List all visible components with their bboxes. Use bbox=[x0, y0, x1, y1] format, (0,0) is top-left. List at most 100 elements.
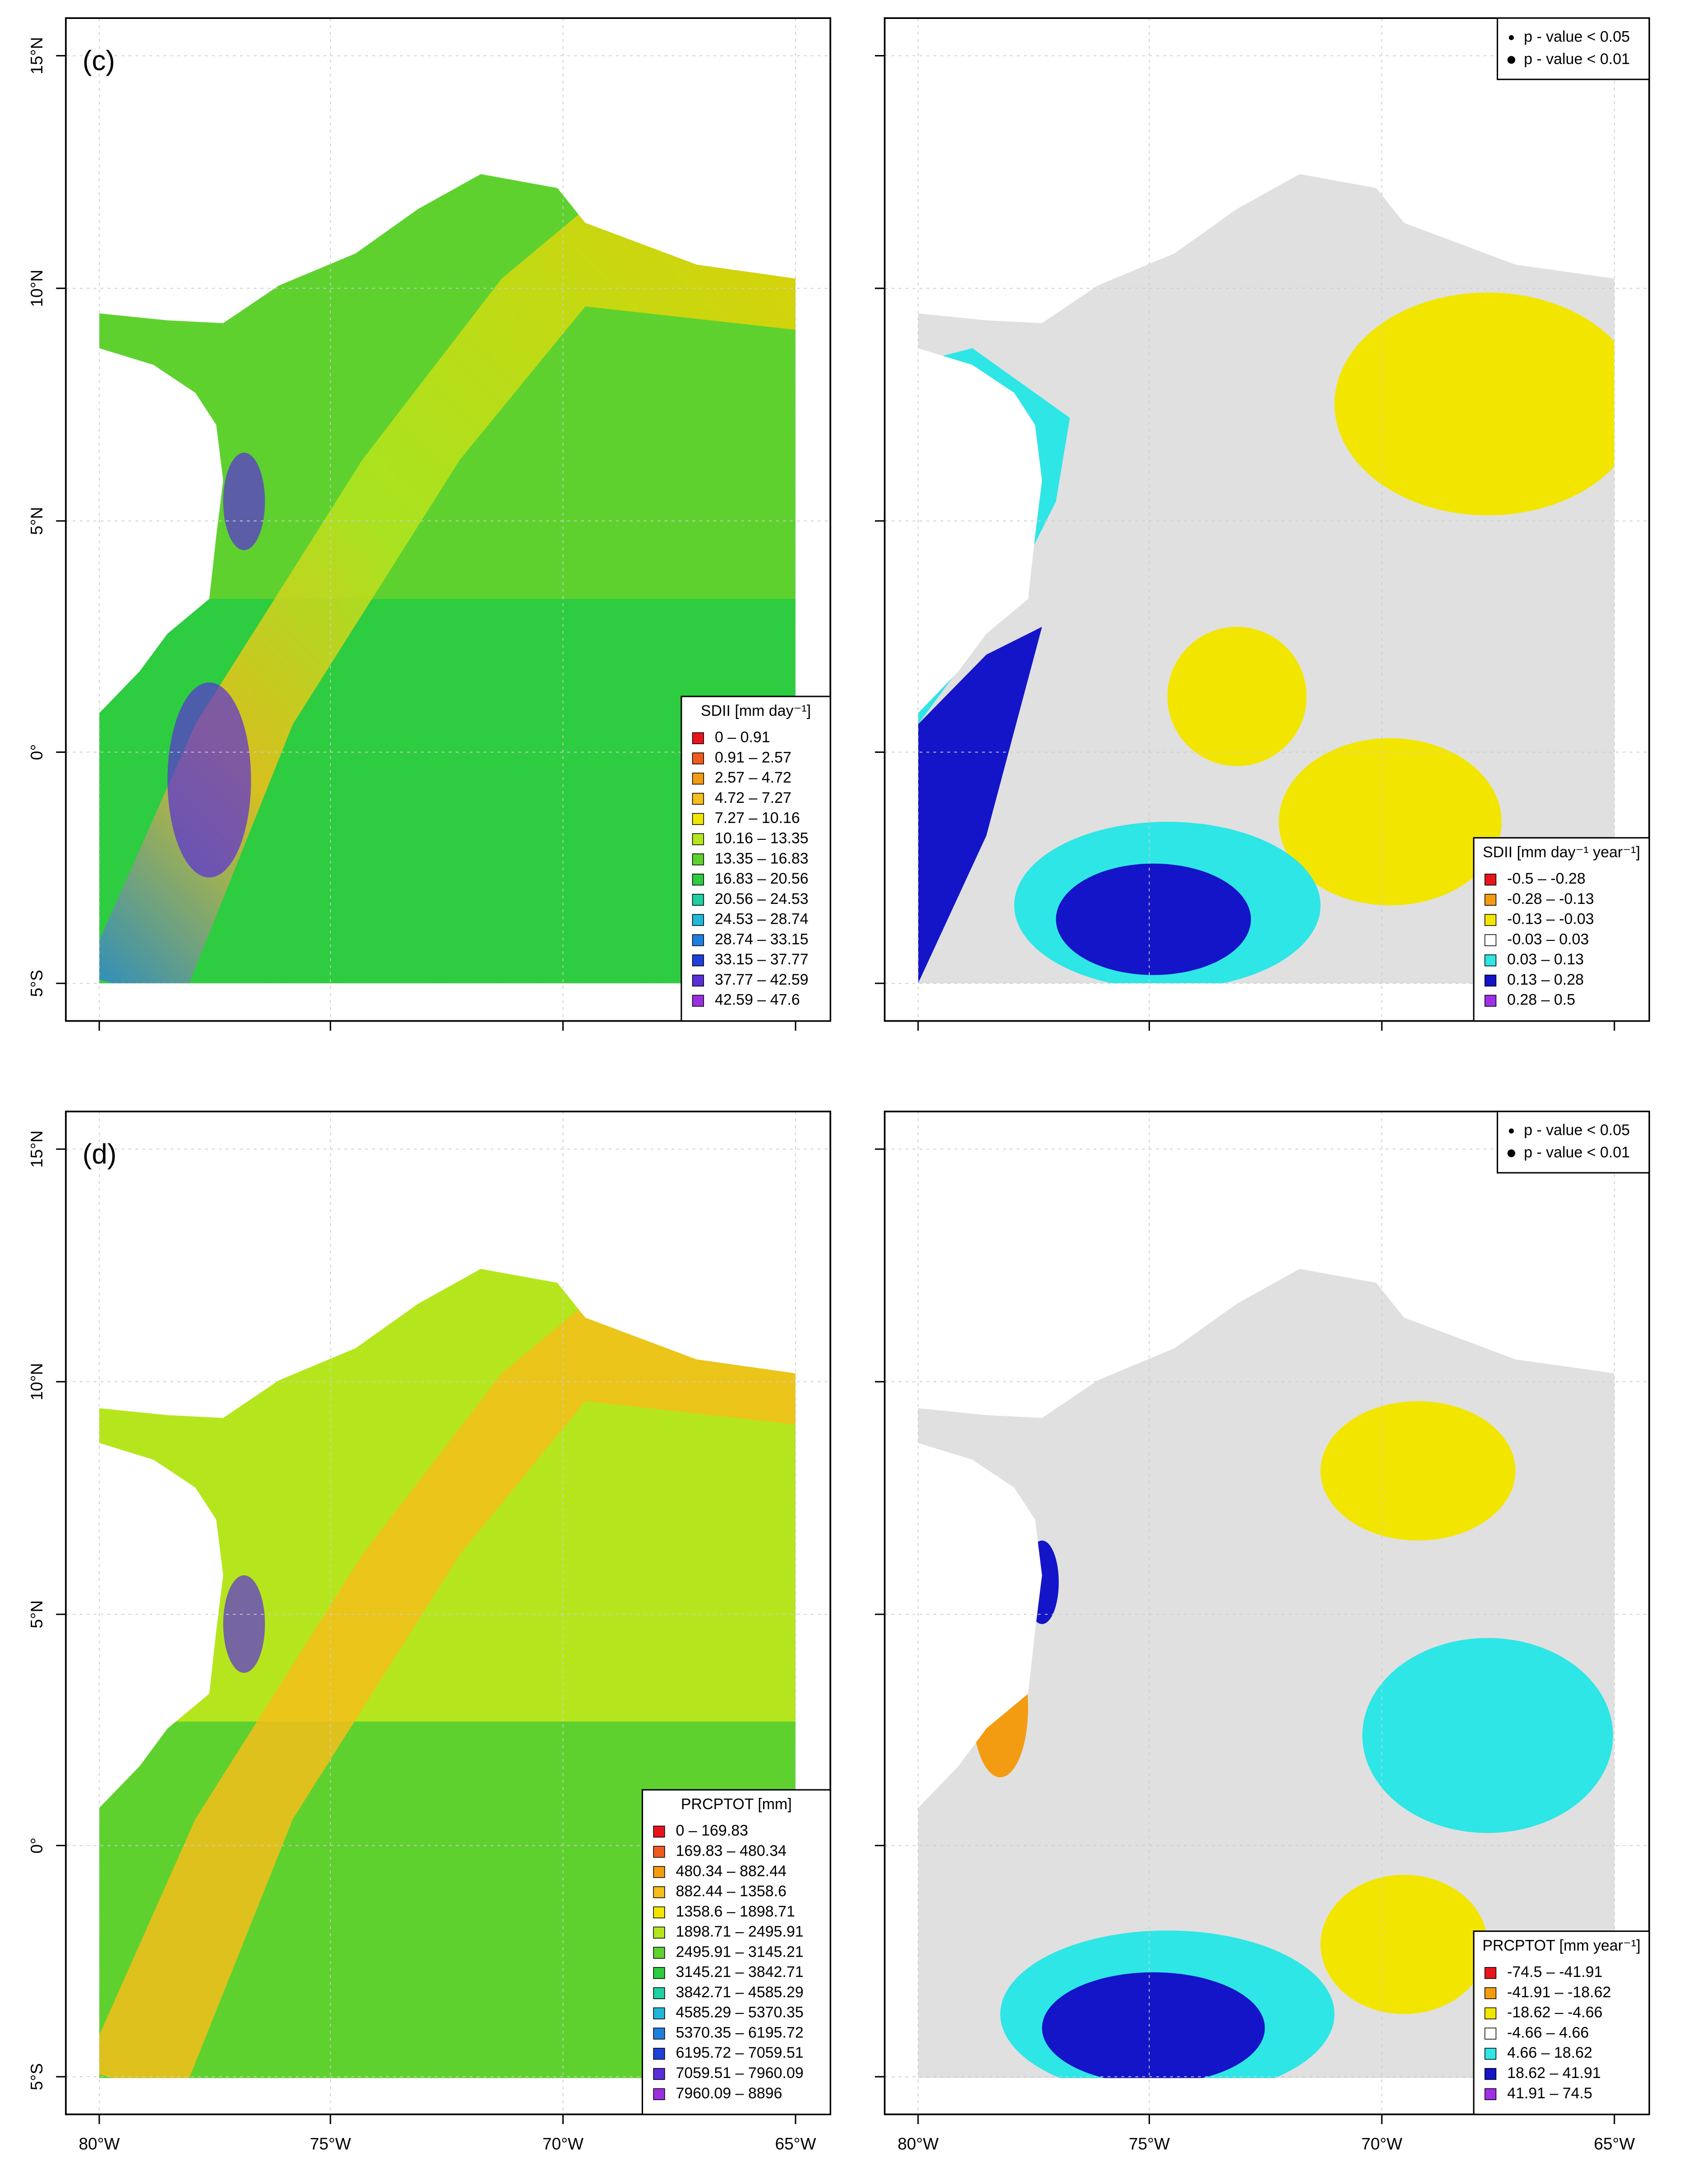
legend-swatch bbox=[1484, 2088, 1497, 2100]
x-tick-label: 70°W bbox=[1361, 2134, 1402, 2153]
x-tick-label: 80°W bbox=[79, 2134, 120, 2153]
legend-swatch bbox=[1484, 873, 1497, 886]
legend-swatch bbox=[1484, 995, 1497, 1007]
legend-label: 33.15 – 37.77 bbox=[715, 951, 809, 968]
legend-label: -18.62 – -4.66 bbox=[1507, 2004, 1602, 2021]
legend-swatch bbox=[692, 793, 704, 805]
legend-label: 20.56 – 24.53 bbox=[715, 890, 809, 908]
panel-frame bbox=[883, 17, 1650, 1022]
legend-title: PRCPTOT [mm year⁻¹] bbox=[1482, 1937, 1641, 1954]
legend-swatch bbox=[692, 894, 704, 906]
panel-frame bbox=[65, 1110, 832, 2115]
legend-swatch bbox=[692, 853, 704, 866]
legend-label: 3145.21 – 3842.71 bbox=[676, 1963, 804, 1981]
x-tick-label: 65°W bbox=[1594, 2134, 1635, 2153]
legend-label: 169.83 – 480.34 bbox=[676, 1842, 786, 1859]
legend-label: -0.03 – 0.03 bbox=[1507, 931, 1589, 948]
legend-label: 480.34 – 882.44 bbox=[676, 1862, 786, 1880]
legend-swatch bbox=[653, 1846, 665, 1858]
legend-label: -4.66 – 4.66 bbox=[1507, 2024, 1589, 2041]
legend-swatch bbox=[692, 873, 704, 886]
y-tick-label: 5°S bbox=[27, 2063, 46, 2090]
p-value-legend-box bbox=[1496, 1110, 1650, 1174]
legend-swatch bbox=[653, 2088, 665, 2100]
legend-label: -0.28 – -0.13 bbox=[1507, 890, 1594, 908]
legend-label: 13.35 – 16.83 bbox=[715, 850, 809, 867]
legend-swatch bbox=[692, 974, 704, 987]
y-tick-label: 10°N bbox=[27, 270, 46, 307]
legend-label: 0.91 – 2.57 bbox=[715, 749, 791, 766]
legend-swatch bbox=[1484, 934, 1497, 946]
legend-label: -0.13 – -0.03 bbox=[1507, 911, 1594, 928]
legend-swatch bbox=[653, 1967, 665, 1979]
legend-swatch bbox=[1484, 894, 1497, 906]
p-value-label: p - value < 0.05 bbox=[1524, 1121, 1630, 1138]
legend-label: -41.91 – -18.62 bbox=[1507, 1984, 1611, 2001]
legend-label: 7.27 – 10.16 bbox=[715, 810, 800, 827]
legend-label: 0 – 0.91 bbox=[715, 729, 770, 746]
legend-title: SDII [mm day⁻¹] bbox=[701, 702, 811, 719]
legend-swatch bbox=[1484, 2068, 1497, 2080]
legend-label: 1898.71 – 2495.91 bbox=[676, 1923, 804, 1940]
y-tick-label: 0° bbox=[27, 1838, 46, 1853]
p-value-dot bbox=[1507, 56, 1515, 64]
legend-swatch bbox=[653, 1825, 665, 1838]
panel-frame bbox=[883, 1110, 1650, 2115]
panel-frame bbox=[65, 17, 832, 1022]
x-tick-label: 80°W bbox=[897, 2134, 938, 2153]
legend-swatch bbox=[653, 1906, 665, 1918]
legend-swatch bbox=[653, 2068, 665, 2080]
legend-label: 0.13 – 0.28 bbox=[1507, 971, 1584, 988]
legend-label: 7059.51 – 7960.09 bbox=[676, 2064, 804, 2082]
legend-swatch bbox=[1484, 974, 1497, 987]
legend-swatch bbox=[692, 954, 704, 967]
legend-swatch bbox=[1484, 914, 1497, 926]
legend-label: 4585.29 – 5370.35 bbox=[676, 2004, 804, 2021]
legend-label: 6195.72 – 7059.51 bbox=[676, 2044, 804, 2061]
p-value-label: p - value < 0.05 bbox=[1524, 28, 1630, 45]
legend-label: -74.5 – -41.91 bbox=[1507, 1963, 1602, 1981]
legend-swatch bbox=[1484, 954, 1497, 967]
legend-swatch bbox=[692, 914, 704, 926]
panel-label: (d) bbox=[83, 1138, 116, 1170]
legend-box bbox=[1473, 1930, 1650, 2115]
y-tick-label: 5°S bbox=[27, 970, 46, 997]
legend-swatch bbox=[692, 833, 704, 845]
legend-swatch bbox=[653, 1926, 665, 1939]
legend-swatch bbox=[653, 2007, 665, 2019]
p-value-dot bbox=[1508, 1128, 1514, 1134]
legend-swatch bbox=[1484, 2048, 1497, 2060]
legend-label: 41.91 – 74.5 bbox=[1507, 2085, 1592, 2102]
legend-swatch bbox=[653, 1866, 665, 1878]
map-abs bbox=[99, 174, 796, 984]
legend-swatch bbox=[1484, 1987, 1497, 2000]
legend-label: 1358.6 – 1898.71 bbox=[676, 1903, 795, 1920]
panel-label: (c) bbox=[83, 45, 115, 76]
legend-label: 4.72 – 7.27 bbox=[715, 789, 791, 806]
legend-swatch bbox=[692, 773, 704, 785]
legend-box bbox=[1473, 837, 1650, 1022]
p-value-label: p - value < 0.01 bbox=[1524, 51, 1630, 68]
legend-box bbox=[641, 1789, 831, 2115]
p-value-label: p - value < 0.01 bbox=[1524, 1144, 1630, 1161]
x-tick-label: 75°W bbox=[1129, 2134, 1170, 2153]
p-value-dot bbox=[1507, 1149, 1515, 1157]
y-tick-label: 10°N bbox=[27, 1363, 46, 1401]
legend-label: 0.03 – 0.13 bbox=[1507, 951, 1584, 968]
legend-label: 5370.35 – 6195.72 bbox=[676, 2024, 804, 2041]
legend-swatch bbox=[692, 934, 704, 946]
legend-label: 42.59 – 47.6 bbox=[715, 991, 800, 1009]
legend-box bbox=[681, 696, 831, 1022]
legend-swatch bbox=[653, 1947, 665, 1959]
legend-swatch bbox=[653, 2027, 665, 2040]
legend-swatch bbox=[653, 1886, 665, 1898]
legend-label: -0.5 – -0.28 bbox=[1507, 870, 1586, 887]
y-tick-label: 5°N bbox=[27, 1600, 46, 1628]
legend-label: 37.77 – 42.59 bbox=[715, 971, 809, 988]
legend-label: 18.62 – 41.91 bbox=[1507, 2064, 1601, 2082]
legend-label: 3842.71 – 4585.29 bbox=[676, 1984, 804, 2001]
legend-label: 28.74 – 33.15 bbox=[715, 931, 809, 948]
y-tick-label: 15°N bbox=[27, 1130, 46, 1168]
